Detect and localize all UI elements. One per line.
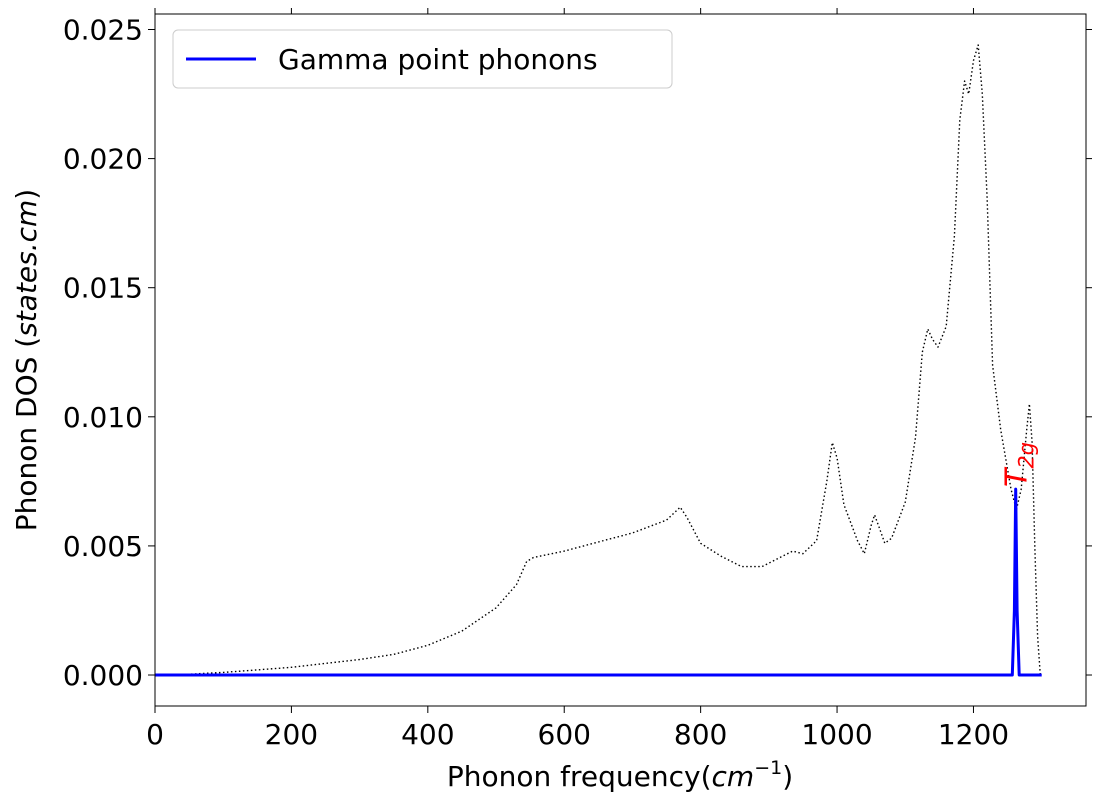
y-tick-label: 0.000: [63, 659, 143, 692]
series-layer: [154, 44, 1042, 677]
x-axis-label: Phonon frequency(cm−1): [447, 757, 793, 793]
t2g-annotation: T2g: [1000, 442, 1039, 487]
y-tick-label: 0.020: [63, 143, 143, 176]
y-axis-ticks: 0.000 0.005 0.010 0.015 0.020 0.025: [63, 13, 1092, 692]
x-tick-label: 200: [265, 718, 318, 751]
y-tick-label: 0.005: [63, 530, 143, 563]
y-tick-label: 0.010: [63, 401, 143, 434]
x-tick-label: 400: [401, 718, 454, 751]
x-tick-label: 1200: [938, 718, 1009, 751]
legend-box: [172, 29, 673, 89]
legend: Gamma point phonons: [172, 29, 673, 89]
legend-label: Gamma point phonons: [278, 43, 598, 76]
y-tick-label: 0.025: [63, 13, 143, 46]
x-tick-label: 600: [538, 718, 591, 751]
plot-frame: [154, 13, 1087, 707]
x-tick-label: 800: [674, 718, 727, 751]
x-axis-ticks: 0 200 400 600 800 1000 1200: [146, 8, 1009, 751]
x-tick-label: 0: [146, 718, 164, 751]
gamma-phonon-line: [155, 487, 1042, 677]
y-axis-label: Phonon DOS (states.cm): [10, 189, 43, 532]
dos-total-line: [154, 44, 1041, 676]
x-tick-label: 1000: [801, 718, 872, 751]
y-tick-label: 0.015: [63, 272, 143, 305]
